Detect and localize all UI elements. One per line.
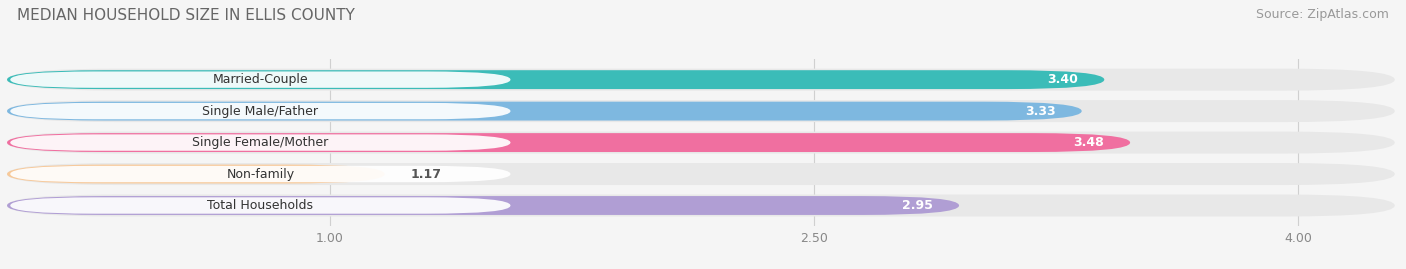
FancyBboxPatch shape xyxy=(7,194,1395,217)
Text: Married-Couple: Married-Couple xyxy=(212,73,308,86)
Text: 3.48: 3.48 xyxy=(1074,136,1104,149)
Text: Non-family: Non-family xyxy=(226,168,294,180)
FancyBboxPatch shape xyxy=(7,165,385,183)
FancyBboxPatch shape xyxy=(7,102,1081,121)
Text: 3.33: 3.33 xyxy=(1025,105,1056,118)
FancyBboxPatch shape xyxy=(7,70,1104,89)
FancyBboxPatch shape xyxy=(10,103,510,119)
FancyBboxPatch shape xyxy=(7,163,1395,185)
Text: 1.17: 1.17 xyxy=(411,168,441,180)
Text: Single Male/Father: Single Male/Father xyxy=(202,105,318,118)
FancyBboxPatch shape xyxy=(10,72,510,88)
FancyBboxPatch shape xyxy=(7,196,959,215)
Text: Single Female/Mother: Single Female/Mother xyxy=(193,136,329,149)
Text: Total Households: Total Households xyxy=(207,199,314,212)
FancyBboxPatch shape xyxy=(7,69,1395,91)
Text: 2.95: 2.95 xyxy=(903,199,934,212)
Text: MEDIAN HOUSEHOLD SIZE IN ELLIS COUNTY: MEDIAN HOUSEHOLD SIZE IN ELLIS COUNTY xyxy=(17,8,354,23)
FancyBboxPatch shape xyxy=(10,197,510,214)
FancyBboxPatch shape xyxy=(7,100,1395,122)
FancyBboxPatch shape xyxy=(7,132,1395,154)
FancyBboxPatch shape xyxy=(7,133,1130,152)
Text: 3.40: 3.40 xyxy=(1047,73,1078,86)
FancyBboxPatch shape xyxy=(10,166,510,182)
FancyBboxPatch shape xyxy=(10,134,510,151)
Text: Source: ZipAtlas.com: Source: ZipAtlas.com xyxy=(1256,8,1389,21)
